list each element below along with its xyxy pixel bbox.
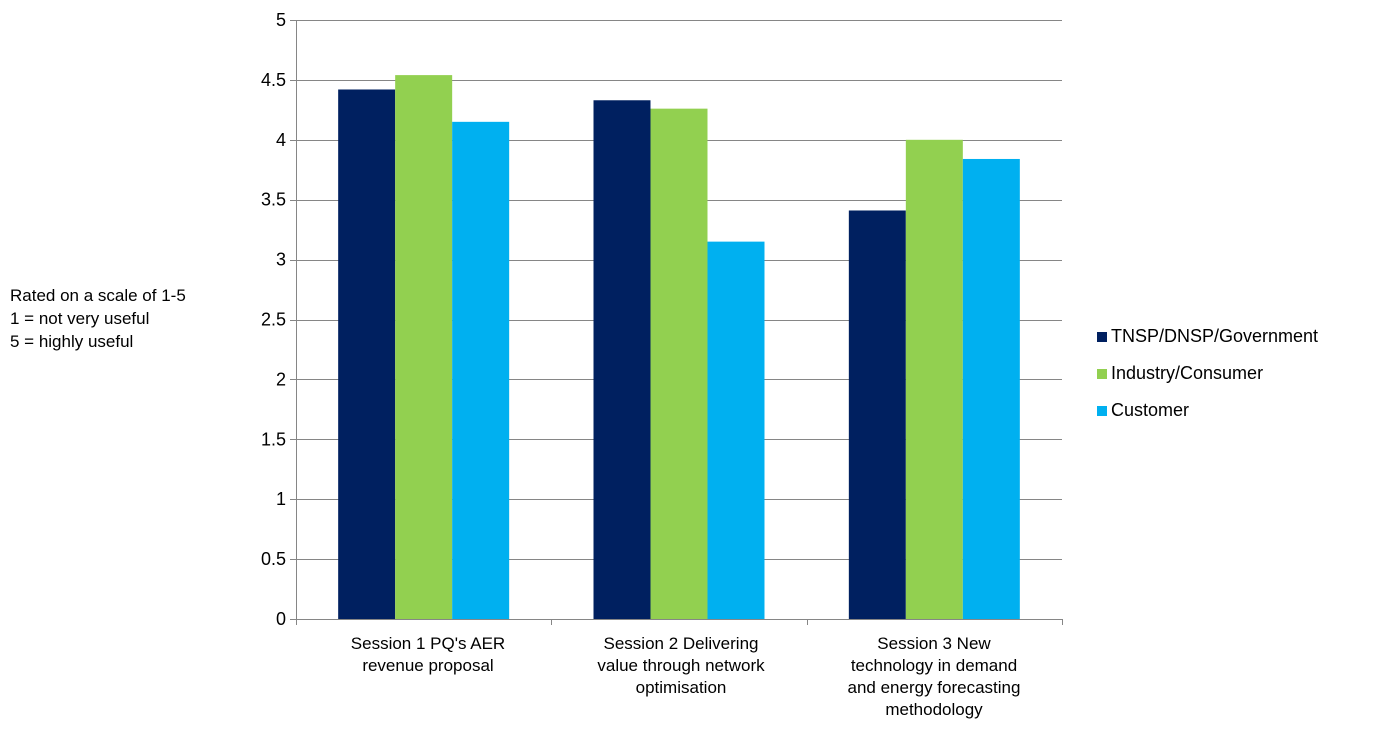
y-axis-label-line: Rated on a scale of 1-5	[10, 286, 186, 305]
y-tick-label: 1	[276, 489, 286, 509]
category-label: Session 1 PQ's AER revenue proposal	[313, 633, 543, 677]
y-tick-label: 2.5	[261, 310, 286, 330]
bar	[707, 241, 765, 619]
category-label-line: Session 1 PQ's AER	[350, 634, 506, 653]
legend-swatch	[1097, 368, 1107, 379]
y-tick-label: 0	[276, 609, 286, 629]
y-tick-label: 3.5	[261, 190, 286, 210]
y-tick-labels: 0 0.5 1 1.5 2 2.5 3 3.5 4 4.5 5	[261, 10, 286, 629]
category-label-line: methodology	[885, 700, 983, 719]
bar	[650, 108, 708, 619]
y-tick-label: 1.5	[261, 429, 286, 449]
y-axis-label-line: 5 = highly useful	[10, 332, 134, 351]
bar	[452, 121, 510, 619]
y-tick-label: 5	[276, 10, 286, 30]
y-tick-label: 4.5	[261, 70, 286, 90]
category-label-line: technology in demand	[850, 656, 1018, 675]
category-label: Session 3 New technology in demand and e…	[819, 633, 1049, 721]
y-tick-label: 4	[276, 130, 286, 150]
category-label-line: optimisation	[635, 678, 727, 697]
y-tick-label: 0.5	[261, 549, 286, 569]
legend-item: Customer	[1097, 392, 1318, 429]
legend-swatch	[1097, 405, 1107, 416]
legend-label: Industry/Consumer	[1111, 363, 1264, 383]
bars	[338, 75, 1020, 620]
axes	[290, 20, 1063, 625]
bar	[848, 210, 906, 619]
bar	[338, 89, 396, 619]
bar	[905, 139, 963, 620]
y-tick-label: 2	[276, 369, 286, 389]
legend-item: TNSP/DNSP/Government	[1097, 318, 1318, 355]
legend-item: Industry/Consumer	[1097, 355, 1318, 392]
category-label-line: Session 2 Delivering	[603, 634, 759, 653]
category-label-line: Session 3 New	[877, 634, 991, 653]
legend-swatch	[1097, 331, 1107, 342]
category-label-line: value through network	[597, 656, 765, 675]
y-tick-label: 3	[276, 250, 286, 270]
category-label-line: revenue proposal	[362, 656, 494, 675]
bar	[395, 75, 453, 619]
category-label-line: and energy forecasting	[847, 678, 1021, 697]
bar	[593, 100, 651, 620]
legend-label: Customer	[1111, 400, 1190, 420]
legend-label: TNSP/DNSP/Government	[1111, 326, 1319, 346]
legend: TNSP/DNSP/Government Industry/Consumer C…	[1097, 318, 1318, 429]
y-axis-label: Rated on a scale of 1-5 1 = not very use…	[10, 284, 186, 353]
y-axis-label-line: 1 = not very useful	[10, 309, 150, 328]
category-label: Session 2 Delivering value through netwo…	[566, 633, 796, 699]
bar	[962, 158, 1020, 619]
